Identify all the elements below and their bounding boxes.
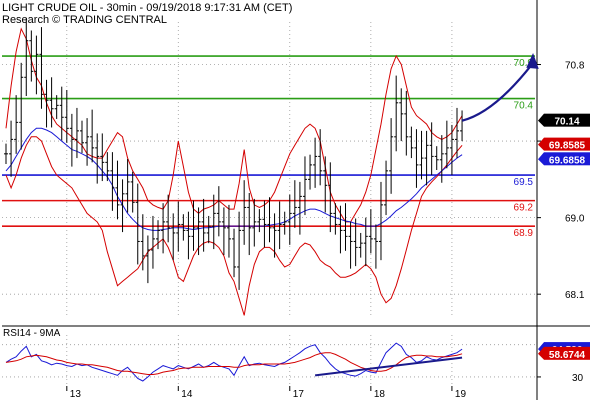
badge-label-last: 70.14 <box>554 117 579 128</box>
badge-rsi_ma <box>544 346 590 360</box>
badge-pointer <box>538 113 544 127</box>
price-axis-label: 68.1 <box>565 290 585 301</box>
x-tick-label: 13 <box>70 389 82 400</box>
price-badges: 70.14 69.8585 69.6858 <box>538 113 590 166</box>
level-label-resistance: 70.4 <box>514 101 534 112</box>
forecast-arrow-shaft <box>461 63 533 122</box>
badge-pointer <box>538 137 544 151</box>
x-tick-label: 19 <box>455 389 467 400</box>
price-levels: 70.9 70.4 69.5 69.2 68.9 <box>2 55 535 239</box>
rsi-panel-title: RSI14 - 9MA <box>3 328 61 339</box>
rsi-axis: 30 <box>537 373 584 384</box>
rsi-ma-line <box>5 352 463 375</box>
x-axis: 13 14 17 18 19 <box>66 386 467 400</box>
badge-pointer <box>538 346 544 360</box>
moving-average-line <box>5 127 463 231</box>
chart-title: LIGHT CRUDE OIL - 30min - 09/19/2018 9:1… <box>2 2 293 14</box>
price-axis-label: 69.0 <box>565 214 585 225</box>
price-axis-label: 70.8 <box>565 61 585 72</box>
forecast-arrow-head <box>526 53 539 69</box>
rsi-axis-label: 30 <box>572 373 584 384</box>
badge-label-rsi_ma: 58.6744 <box>549 350 586 361</box>
badge-label-bollinger: 69.8585 <box>549 141 586 152</box>
badge-pointer <box>538 152 544 166</box>
badge-moving_average <box>544 152 590 166</box>
rsi-line <box>5 342 463 382</box>
badge-last <box>544 113 590 127</box>
price-candles <box>4 17 465 290</box>
level-label-support: 68.9 <box>514 228 534 239</box>
x-tick-label: 14 <box>181 389 193 400</box>
price-arrow <box>461 53 539 122</box>
bollinger-lower-line <box>5 136 463 316</box>
badge-bollinger <box>544 137 590 151</box>
level-label-pivot: 69.5 <box>514 177 534 188</box>
rsi-badges: 64.52658.6744 <box>538 342 590 361</box>
rsi-trendline <box>314 356 463 377</box>
rsi-series <box>5 342 463 382</box>
rsi-grid <box>2 344 535 378</box>
price-axis: 68.169.069.970.8 <box>537 61 585 301</box>
x-tick-label: 18 <box>374 389 386 400</box>
level-label-resistance: 70.9 <box>514 58 534 69</box>
badge-label-moving_average: 69.6858 <box>549 155 586 166</box>
level-label-support: 69.2 <box>514 203 534 214</box>
x-tick-label: 17 <box>293 389 305 400</box>
chart-subtitle: Research © TRADING CENTRAL <box>2 14 167 26</box>
